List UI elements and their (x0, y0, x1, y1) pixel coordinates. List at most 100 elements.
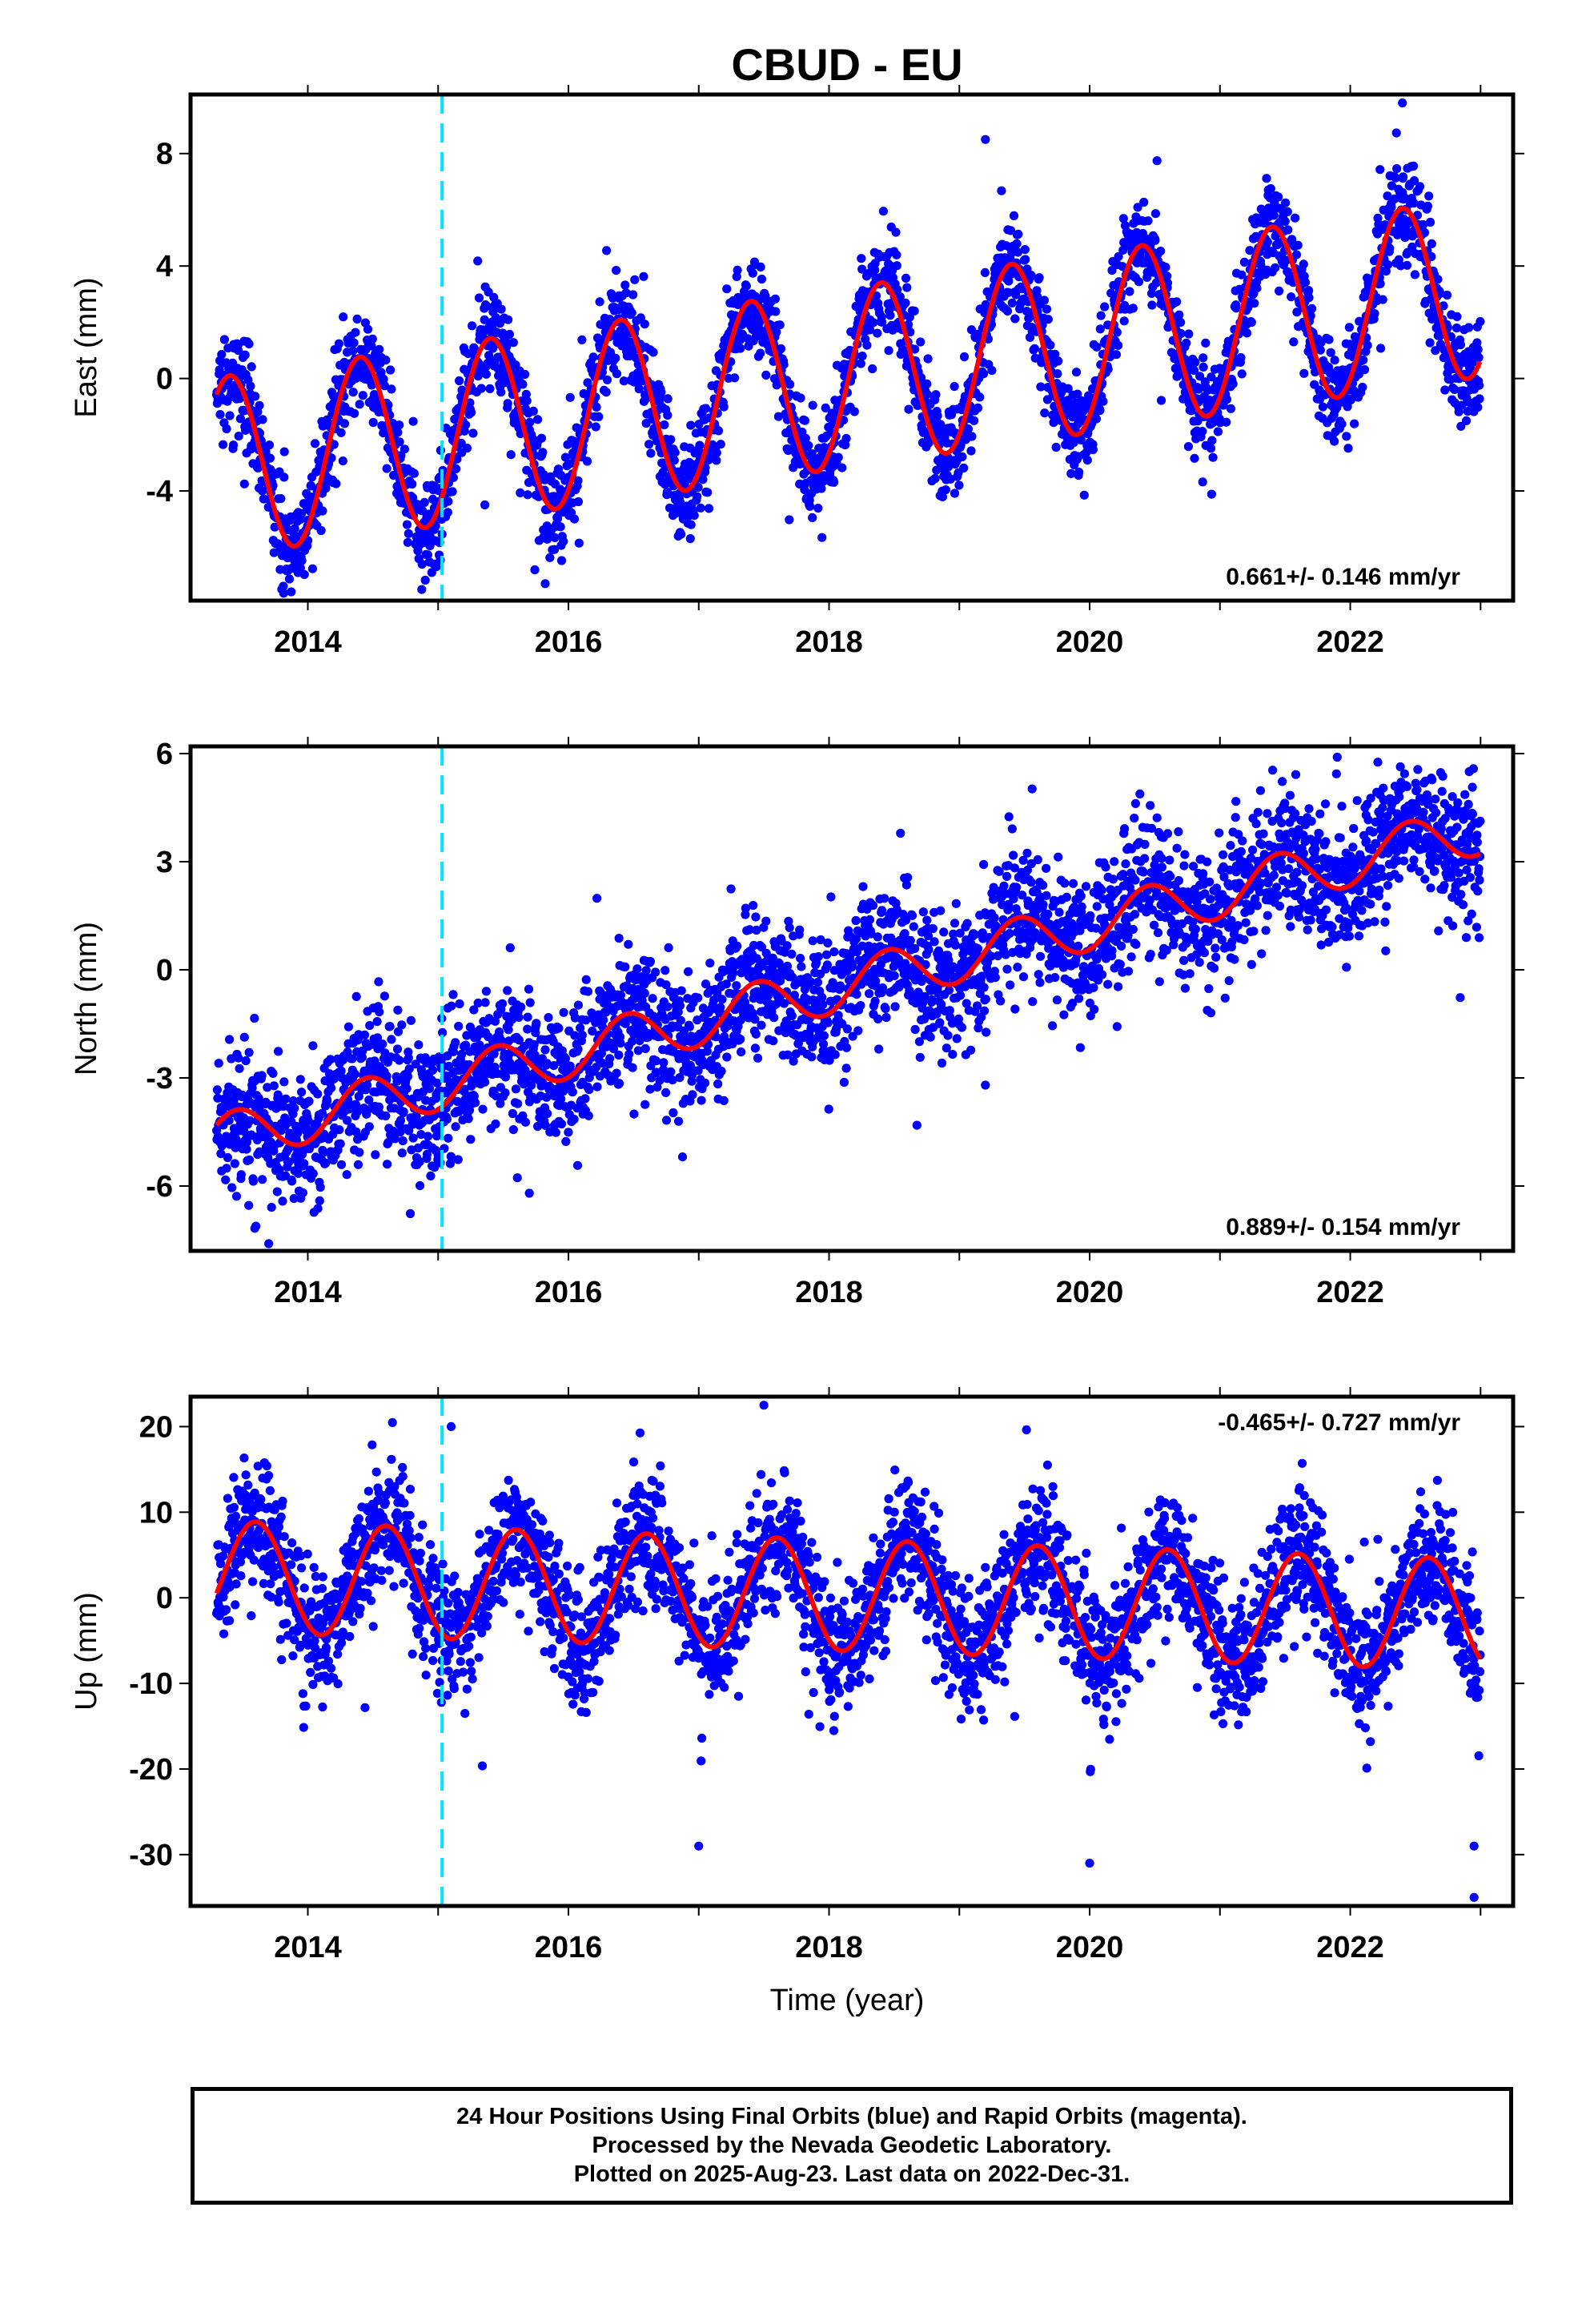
data-point (536, 433, 547, 443)
data-point (856, 1001, 865, 1011)
data-point (542, 1092, 552, 1102)
data-point (448, 487, 457, 497)
data-point (523, 1024, 532, 1034)
data-point (701, 1078, 710, 1088)
data-point (222, 1164, 231, 1173)
data-point (614, 1050, 624, 1060)
data-point (1376, 344, 1386, 353)
data-point (295, 1075, 305, 1084)
data-point (1398, 98, 1407, 108)
data-point (1002, 306, 1013, 316)
data-point (958, 452, 967, 462)
data-point (405, 1208, 416, 1219)
data-point (685, 534, 695, 544)
data-point (1222, 395, 1232, 404)
data-point (1456, 340, 1465, 350)
data-point (244, 1200, 254, 1210)
data-point (841, 1063, 851, 1073)
data-point (599, 1015, 608, 1025)
data-point (822, 960, 832, 970)
data-point (703, 488, 713, 497)
data-point (726, 884, 736, 894)
data-point (1299, 368, 1309, 378)
data-point (1293, 240, 1303, 250)
data-point (451, 1122, 460, 1132)
y-tick-label: 0 (156, 363, 173, 396)
data-point (455, 999, 464, 1009)
x-tick-label: 2020 (1056, 625, 1124, 659)
data-point (214, 1059, 223, 1068)
data-point (1161, 263, 1170, 272)
data-point (444, 1133, 453, 1143)
data-point (663, 394, 673, 404)
data-point (451, 1038, 460, 1047)
data-point (1100, 302, 1110, 312)
data-point (997, 186, 1006, 195)
data-point (290, 524, 299, 533)
data-point (970, 416, 979, 425)
data-point (592, 894, 602, 903)
data-point (1206, 444, 1216, 453)
data-point (505, 943, 515, 953)
data-point (442, 1115, 452, 1124)
data-point (565, 392, 575, 402)
data-point (404, 1053, 413, 1063)
data-point (950, 382, 959, 392)
data-point (640, 1100, 650, 1109)
data-point (572, 1160, 583, 1170)
data-point (452, 454, 462, 464)
data-point (853, 1026, 863, 1035)
data-point (349, 338, 359, 348)
data-point (551, 1128, 560, 1137)
data-point (496, 388, 506, 397)
data-point (1324, 335, 1334, 344)
data-point (404, 529, 413, 538)
data-point (787, 1011, 797, 1021)
data-point (1014, 229, 1023, 239)
data-point (841, 1043, 852, 1052)
data-point (648, 994, 657, 1003)
data-point (1222, 417, 1231, 427)
data-point (217, 350, 227, 360)
data-point (981, 135, 990, 144)
data-point (979, 369, 989, 379)
data-point (757, 274, 767, 284)
data-point (573, 1000, 584, 1010)
data-point (826, 892, 836, 902)
data-point (785, 380, 795, 389)
data-point (1231, 304, 1241, 313)
data-point (693, 483, 703, 493)
data-point (556, 1119, 567, 1129)
data-point (1475, 380, 1484, 390)
data-point (219, 440, 228, 449)
data-point (1007, 298, 1017, 308)
data-point (374, 977, 383, 987)
data-point (695, 440, 705, 450)
x-tick-label: 2014 (274, 625, 342, 659)
data-point (522, 396, 532, 406)
data-point (331, 479, 341, 489)
data-point (381, 356, 391, 365)
data-point (239, 1032, 249, 1042)
data-point (1053, 369, 1062, 379)
data-point (865, 325, 875, 335)
data-point (1191, 357, 1200, 367)
data-point (287, 1176, 297, 1186)
data-point (560, 452, 571, 462)
data-point (1425, 338, 1435, 348)
data-point (641, 419, 651, 428)
data-point (856, 359, 865, 368)
data-point (796, 954, 805, 963)
data-point (852, 990, 861, 999)
data-point (1050, 349, 1060, 359)
data-point (573, 1044, 583, 1054)
data-point (733, 941, 742, 951)
data-point (916, 337, 926, 347)
data-point (966, 446, 976, 456)
data-point (379, 991, 389, 1001)
data-point (771, 307, 781, 316)
data-point (581, 975, 591, 984)
data-point (372, 1017, 382, 1027)
data-point (1342, 432, 1351, 441)
data-point (355, 400, 364, 409)
